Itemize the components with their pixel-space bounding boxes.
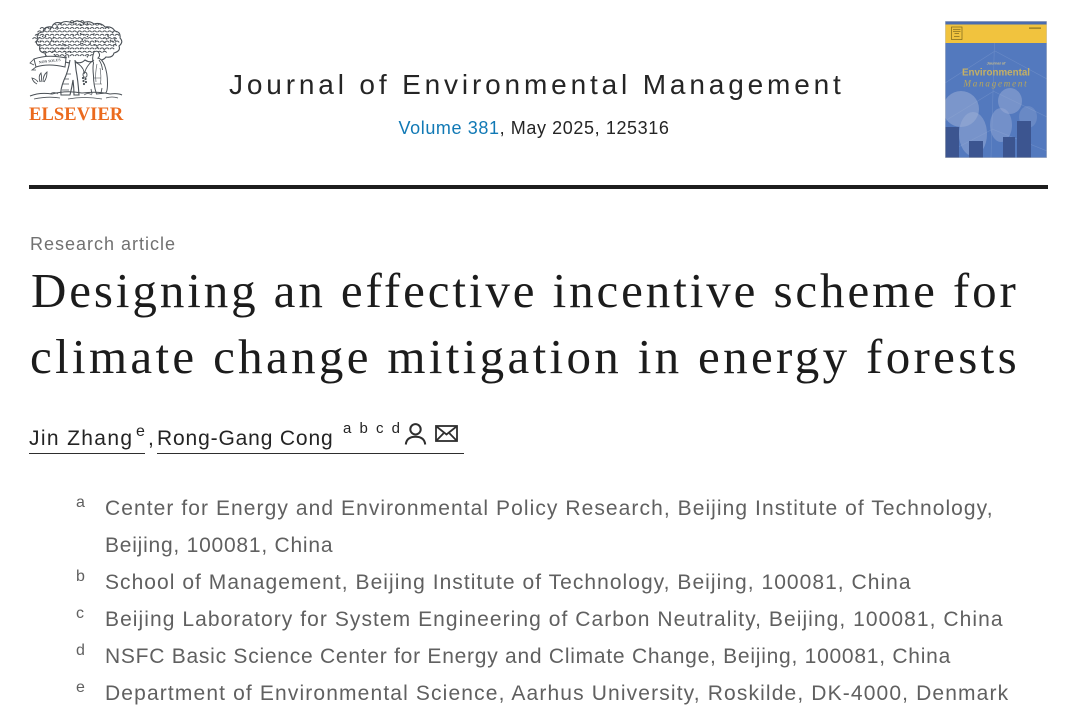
svg-text:Journal of: Journal of [987, 61, 1007, 66]
svg-text:Environmental: Environmental [962, 68, 1030, 79]
svg-text:Management: Management [963, 79, 1029, 89]
svg-text:NON SOLUS: NON SOLUS [39, 58, 61, 65]
